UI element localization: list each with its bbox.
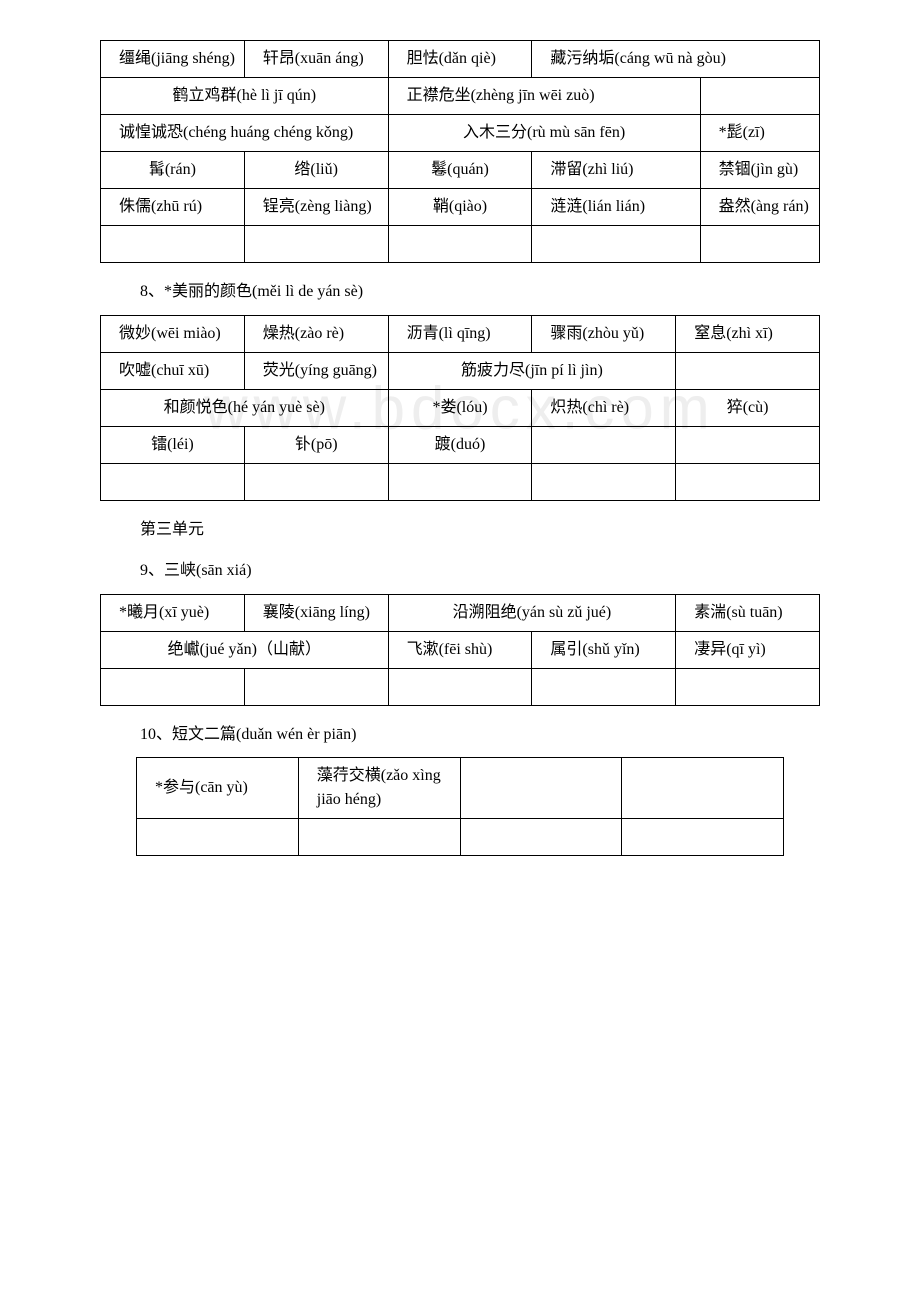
table-row: 微妙(wēi miào) 燥热(zào rè) 沥青(lì qīng) 骤雨(z… xyxy=(101,315,820,352)
cell: 髯(rán) xyxy=(101,152,245,189)
cell: *娄(lóu) xyxy=(388,389,532,426)
cell: 踱(duó) xyxy=(388,426,532,463)
cell xyxy=(532,426,676,463)
cell xyxy=(676,463,820,500)
cell xyxy=(622,758,784,819)
cell: 锃亮(zèng liàng) xyxy=(244,189,388,226)
cell xyxy=(460,758,622,819)
cell: 诚惶诚恐(chéng huáng chéng kǒng) xyxy=(101,115,389,152)
table-row: 侏儒(zhū rú) 锃亮(zèng liàng) 鞘(qiào) 涟涟(liá… xyxy=(101,189,820,226)
cell: 胆怯(dǎn qiè) xyxy=(388,41,532,78)
cell xyxy=(622,819,784,856)
cell: 藻荇交横(zǎo xìng jiāo héng) xyxy=(298,758,460,819)
table-row: 镭(léi) 钋(pō) 踱(duó) xyxy=(101,426,820,463)
cell: 猝(cù) xyxy=(676,389,820,426)
vocab-table-2: 微妙(wēi miào) 燥热(zào rè) 沥青(lì qīng) 骤雨(z… xyxy=(100,315,820,501)
cell: 禁锢(jìn gù) xyxy=(700,152,819,189)
cell: 鞘(qiào) xyxy=(388,189,532,226)
cell xyxy=(676,352,820,389)
table-row: 吹嘘(chuī xū) 荧光(yíng guāng) 筋疲力尽(jīn pí l… xyxy=(101,352,820,389)
cell xyxy=(101,226,245,263)
cell xyxy=(137,819,299,856)
cell: 藏污纳垢(cáng wū nà gòu) xyxy=(532,41,820,78)
cell xyxy=(101,668,245,705)
cell: 镭(léi) xyxy=(101,426,245,463)
table-row xyxy=(101,668,820,705)
table-row: 缰绳(jiāng shéng) 轩昂(xuān áng) 胆怯(dǎn qiè)… xyxy=(101,41,820,78)
cell: 钋(pō) xyxy=(244,426,388,463)
heading-10: 10、短文二篇(duǎn wén èr piān) xyxy=(140,722,820,748)
cell: 缰绳(jiāng shéng) xyxy=(101,41,245,78)
cell xyxy=(532,668,676,705)
cell: 沿溯阻绝(yán sù zǔ jué) xyxy=(388,594,676,631)
cell xyxy=(101,463,245,500)
cell: 侏儒(zhū rú) xyxy=(101,189,245,226)
cell: 涟涟(lián lián) xyxy=(532,189,700,226)
vocab-table-3: *曦月(xī yuè) 襄陵(xiāng líng) 沿溯阻绝(yán sù z… xyxy=(100,594,820,706)
cell: 窒息(zhì xī) xyxy=(676,315,820,352)
table-row: 绝巘(jué yǎn)（山献） 飞漱(fēi shù) 属引(shǔ yǐn) … xyxy=(101,631,820,668)
cell: 轩昂(xuān áng) xyxy=(244,41,388,78)
cell: 襄陵(xiāng líng) xyxy=(244,594,388,631)
heading-8: 8、*美丽的颜色(měi lì de yán sè) xyxy=(140,279,820,305)
table-row xyxy=(101,463,820,500)
vocab-table-4: *参与(cān yù) 藻荇交横(zǎo xìng jiāo héng) xyxy=(136,757,784,856)
cell: *曦月(xī yuè) xyxy=(101,594,245,631)
cell: 骤雨(zhòu yǔ) xyxy=(532,315,676,352)
cell xyxy=(460,819,622,856)
cell: 吹嘘(chuī xū) xyxy=(101,352,245,389)
cell xyxy=(244,463,388,500)
cell: 微妙(wēi miào) xyxy=(101,315,245,352)
cell: *参与(cān yù) xyxy=(137,758,299,819)
cell: 盎然(àng rán) xyxy=(700,189,819,226)
cell xyxy=(676,426,820,463)
table-row: *参与(cān yù) 藻荇交横(zǎo xìng jiāo héng) xyxy=(137,758,784,819)
heading-9: 9、三峡(sān xiá) xyxy=(140,558,820,584)
cell xyxy=(532,463,676,500)
cell xyxy=(244,668,388,705)
vocab-table-1: 缰绳(jiāng shéng) 轩昂(xuān áng) 胆怯(dǎn qiè)… xyxy=(100,40,820,263)
table-row xyxy=(137,819,784,856)
unit-3-heading: 第三单元 xyxy=(140,517,820,543)
cell xyxy=(388,668,532,705)
cell xyxy=(700,78,819,115)
cell xyxy=(298,819,460,856)
cell: 素湍(sù tuān) xyxy=(676,594,820,631)
cell: 飞漱(fēi shù) xyxy=(388,631,532,668)
cell: 筋疲力尽(jīn pí lì jìn) xyxy=(388,352,676,389)
cell: 鹤立鸡群(hè lì jī qún) xyxy=(101,78,389,115)
cell: 和颜悦色(hé yán yuè sè) xyxy=(101,389,389,426)
table-row: *曦月(xī yuè) 襄陵(xiāng líng) 沿溯阻绝(yán sù z… xyxy=(101,594,820,631)
cell: 燥热(zào rè) xyxy=(244,315,388,352)
cell xyxy=(244,226,388,263)
table-row: 髯(rán) 绺(liǔ) 鬈(quán) 滞留(zhì liú) 禁锢(jìn… xyxy=(101,152,820,189)
cell: 炽热(chì rè) xyxy=(532,389,676,426)
cell: 绝巘(jué yǎn)（山献） xyxy=(101,631,389,668)
cell: 绺(liǔ) xyxy=(244,152,388,189)
cell: *髭(zī) xyxy=(700,115,819,152)
cell: 鬈(quán) xyxy=(388,152,532,189)
table-row: 鹤立鸡群(hè lì jī qún) 正襟危坐(zhèng jīn wēi zu… xyxy=(101,78,820,115)
cell: 属引(shǔ yǐn) xyxy=(532,631,676,668)
cell xyxy=(388,226,532,263)
cell xyxy=(388,463,532,500)
table-row xyxy=(101,226,820,263)
cell xyxy=(676,668,820,705)
cell xyxy=(700,226,819,263)
cell: 滞留(zhì liú) xyxy=(532,152,700,189)
table-row: 和颜悦色(hé yán yuè sè) *娄(lóu) 炽热(chì rè) 猝… xyxy=(101,389,820,426)
cell: 入木三分(rù mù sān fēn) xyxy=(388,115,700,152)
cell xyxy=(532,226,700,263)
cell: 正襟危坐(zhèng jīn wēi zuò) xyxy=(388,78,700,115)
cell: 荧光(yíng guāng) xyxy=(244,352,388,389)
table-row: 诚惶诚恐(chéng huáng chéng kǒng) 入木三分(rù mù … xyxy=(101,115,820,152)
cell: 沥青(lì qīng) xyxy=(388,315,532,352)
cell: 凄异(qī yì) xyxy=(676,631,820,668)
